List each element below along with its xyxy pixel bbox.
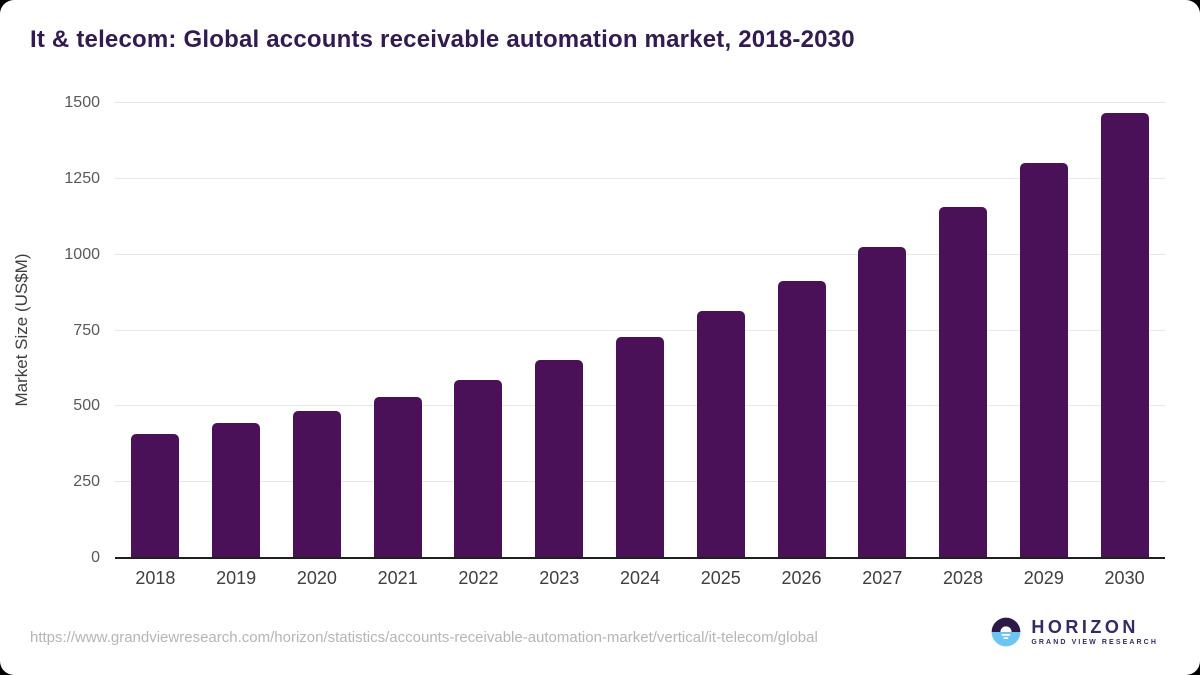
x-label-2029: 2029	[1023, 568, 1064, 588]
bar-2026	[777, 281, 826, 558]
x-label-2021: 2021	[377, 568, 418, 588]
x-label-2024: 2024	[619, 568, 660, 588]
logo-text: HORIZON GRAND VIEW RESEARCH	[1031, 618, 1158, 646]
bar-2022	[454, 379, 503, 558]
bar-slot-2029	[1003, 103, 1084, 558]
chart-title: It & telecom: Global accounts receivable…	[30, 26, 855, 53]
bar-2025	[696, 310, 745, 558]
bar-2021	[373, 397, 422, 558]
bar-2018	[131, 433, 180, 558]
bar-2030	[1100, 112, 1149, 558]
x-label-2019: 2019	[216, 568, 257, 588]
x-label-2025: 2025	[700, 568, 741, 588]
y-tick-1250: 1250	[64, 169, 100, 187]
x-label-2030: 2030	[1104, 568, 1145, 588]
x-label-2028: 2028	[943, 568, 984, 588]
bar-slot-2028	[923, 103, 1004, 558]
x-label-2026: 2026	[781, 568, 822, 588]
x-label-2018: 2018	[135, 568, 176, 588]
bar-slot-2025	[680, 103, 761, 558]
bar-2027	[858, 247, 907, 558]
x-label-2023: 2023	[539, 568, 580, 588]
gridline-1500	[115, 102, 1165, 103]
bar-slot-2023	[519, 103, 600, 558]
bar-2023	[535, 359, 584, 558]
bar-2020	[292, 410, 341, 558]
bars-layer	[115, 103, 1165, 558]
bar-slot-2020	[277, 103, 358, 558]
bar-slot-2027	[842, 103, 923, 558]
y-tick-750: 750	[73, 321, 100, 339]
y-axis-ticks: 0 250 500 750 1000 1250 1500	[0, 94, 100, 566]
y-tick-0: 0	[91, 549, 100, 566]
y-tick-1000: 1000	[64, 245, 100, 263]
gridline-1000	[115, 253, 1165, 255]
bar-slot-2019	[196, 103, 277, 558]
bar-2024	[615, 337, 664, 558]
horizon-logo: HORIZON GRAND VIEW RESEARCH	[990, 616, 1158, 648]
bar-2019	[212, 423, 261, 558]
plot-area	[115, 102, 1165, 559]
gridline-750	[115, 329, 1165, 331]
logo-subtitle: GRAND VIEW RESEARCH	[1031, 638, 1158, 646]
bar-2029	[1019, 162, 1068, 558]
x-label-2020: 2020	[296, 568, 337, 588]
y-tick-250: 250	[73, 473, 100, 491]
x-label-2022: 2022	[458, 568, 499, 588]
bar-slot-2026	[761, 103, 842, 558]
bar-slot-2030	[1084, 103, 1165, 558]
source-url: https://www.grandviewresearch.com/horizo…	[30, 629, 818, 646]
y-tick-500: 500	[73, 397, 100, 415]
bar-slot-2024	[600, 103, 681, 558]
horizon-sunset-icon	[991, 617, 1021, 647]
y-tick-1500: 1500	[64, 94, 100, 111]
bar-slot-2021	[357, 103, 438, 558]
bar-2028	[939, 207, 988, 558]
x-axis-line	[115, 557, 1165, 559]
x-axis-labels: 2018 2019 2020 2021 2022 2023 2024 2025 2026 2027…	[115, 568, 1165, 589]
x-label-2027: 2027	[862, 568, 903, 588]
bar-slot-2022	[438, 103, 519, 558]
gridline-1250	[115, 177, 1165, 179]
logo-name: HORIZON	[1031, 617, 1139, 638]
bar-slot-2018	[115, 103, 196, 558]
